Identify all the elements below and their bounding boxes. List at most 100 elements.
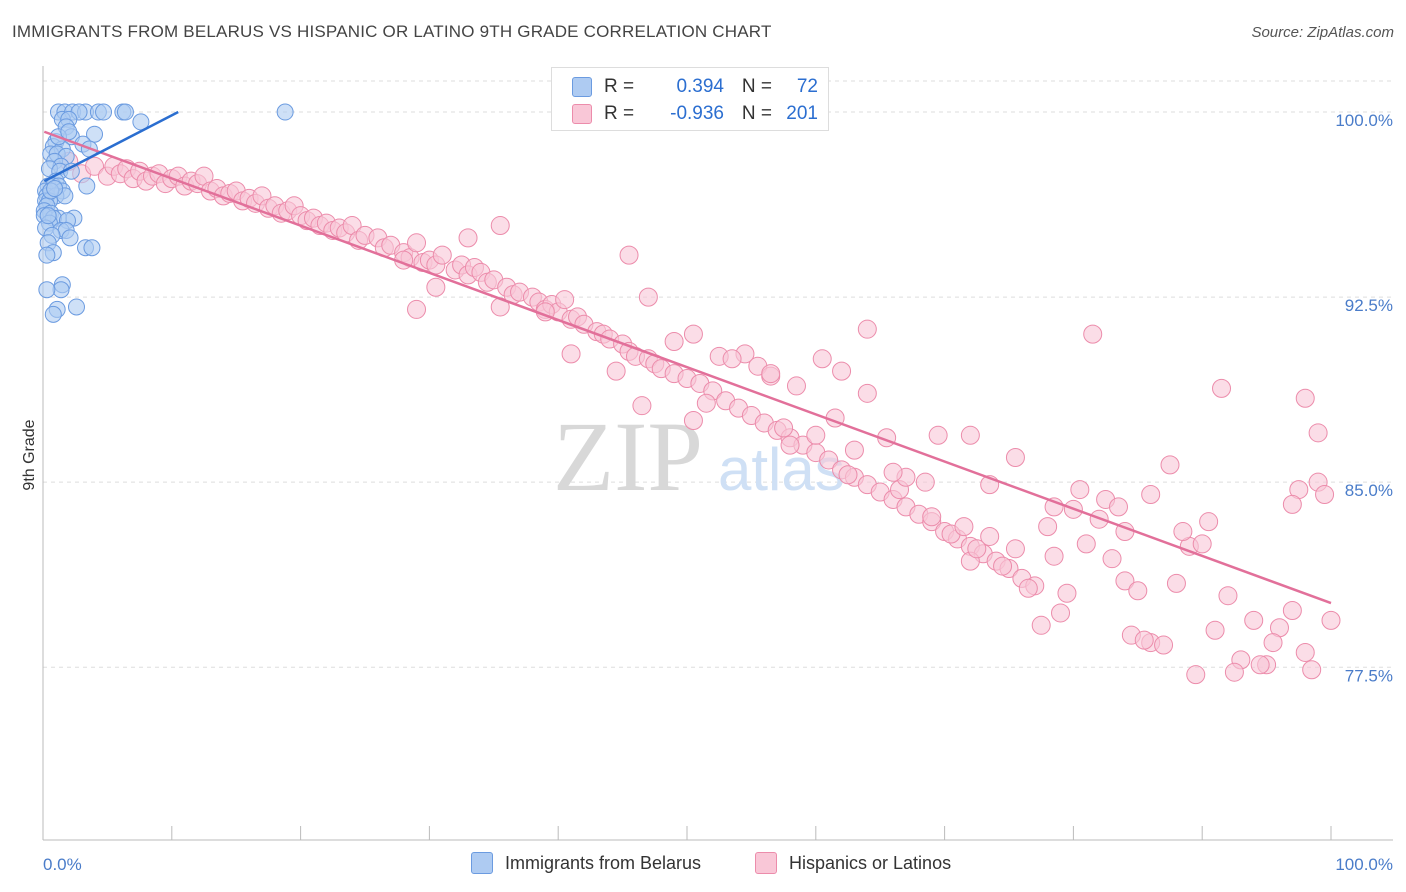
y-tick-label: 92.5%	[1345, 296, 1393, 315]
data-point-hispanics	[664, 332, 684, 352]
series-legend: Immigrants from Belarus Hispanics or Lat…	[0, 852, 1406, 878]
r-value: 0.394	[676, 76, 724, 97]
watermark-zip: ZIP	[553, 401, 703, 512]
data-point-hispanics	[1321, 610, 1341, 630]
data-point-hispanics	[1295, 642, 1315, 662]
data-point-hispanics	[1263, 633, 1283, 653]
data-point-hispanics	[960, 425, 980, 445]
data-point-hispanics	[806, 425, 826, 445]
data-point-hispanics	[1199, 512, 1219, 532]
n-value: 72	[796, 76, 818, 97]
hispanics-legend-swatch	[755, 852, 777, 874]
data-point-hispanics	[1128, 581, 1148, 601]
data-point-hispanics	[915, 472, 935, 492]
series-hispanics-points	[59, 151, 1341, 685]
data-point-hispanics	[1038, 517, 1058, 537]
data-point-hispanics	[426, 277, 446, 297]
legend-item-belarus[interactable]: Immigrants from Belarus	[471, 852, 701, 874]
r-value: -0.936	[670, 103, 724, 124]
x-tick-label-end: 100.0%	[1335, 855, 1393, 874]
stats-row-hispanics: R = -0.936 N = 201	[572, 101, 818, 127]
data-point-hispanics	[1192, 534, 1212, 554]
belarus-swatch	[572, 77, 592, 97]
data-point-belarus	[38, 246, 56, 264]
data-point-hispanics	[1115, 571, 1135, 591]
data-point-hispanics	[1031, 615, 1051, 635]
data-point-hispanics	[407, 233, 427, 253]
data-point-belarus	[52, 281, 70, 299]
data-point-hispanics	[780, 435, 800, 455]
data-point-hispanics	[696, 393, 716, 413]
data-point-hispanics	[1302, 660, 1322, 680]
data-point-hispanics	[1282, 601, 1302, 620]
data-point-hispanics	[993, 556, 1013, 576]
data-point-hispanics	[1244, 610, 1264, 630]
data-point-hispanics	[857, 319, 877, 339]
data-point-hispanics	[1154, 635, 1174, 655]
data-point-hispanics	[857, 383, 877, 403]
data-point-hispanics	[844, 440, 864, 460]
trend-line-belarus	[43, 110, 179, 183]
trend-line-hispanics	[43, 130, 1332, 605]
data-point-hispanics	[432, 245, 452, 265]
data-point-hispanics	[883, 462, 903, 482]
data-point-hispanics	[1134, 630, 1154, 650]
data-point-hispanics	[1005, 448, 1025, 467]
data-point-hispanics	[683, 324, 703, 344]
data-point-hispanics	[407, 299, 427, 319]
n-label: N =	[741, 76, 772, 97]
data-point-hispanics	[85, 156, 105, 176]
series-belarus-points	[35, 103, 294, 323]
data-point-hispanics	[1173, 522, 1193, 542]
data-point-hispanics	[1141, 485, 1161, 505]
data-point-belarus	[38, 281, 56, 299]
data-point-hispanics	[458, 228, 478, 248]
data-point-hispanics	[1160, 455, 1180, 475]
data-point-hispanics	[683, 410, 703, 430]
data-point-hispanics	[1166, 573, 1186, 593]
data-point-hispanics	[1083, 324, 1103, 344]
belarus-legend-swatch	[471, 852, 493, 874]
trend-lines	[43, 110, 1332, 605]
data-point-belarus	[86, 125, 104, 143]
hispanics-swatch	[572, 104, 592, 124]
data-point-hispanics	[1315, 485, 1335, 505]
data-point-hispanics	[812, 349, 832, 369]
legend-item-hispanics[interactable]: Hispanics or Latinos	[755, 852, 951, 874]
data-point-hispanics	[1044, 546, 1064, 566]
data-point-hispanics	[786, 376, 806, 396]
data-point-hispanics	[1205, 620, 1225, 640]
data-point-hispanics	[1250, 655, 1270, 675]
data-point-hispanics	[954, 517, 974, 537]
data-point-hispanics	[606, 361, 626, 381]
data-point-hispanics	[1212, 378, 1232, 398]
data-point-hispanics	[638, 287, 658, 307]
data-point-hispanics	[1308, 423, 1328, 443]
data-point-hispanics	[722, 349, 742, 369]
data-point-belarus	[44, 305, 62, 323]
data-point-hispanics	[761, 364, 781, 384]
data-point-hispanics	[561, 344, 581, 364]
r-label: R =	[604, 76, 635, 97]
data-point-hispanics	[1051, 603, 1071, 623]
watermark: ZIP atlas	[553, 401, 845, 512]
gridlines	[43, 80, 1393, 668]
data-point-hispanics	[1005, 539, 1025, 559]
source-label: Source: ZipAtlas.com	[1251, 24, 1394, 41]
data-point-hispanics	[490, 216, 510, 236]
y-axis-label: 9th Grade	[21, 419, 38, 490]
data-point-hispanics	[632, 396, 652, 416]
data-point-belarus	[46, 180, 64, 198]
data-point-belarus	[61, 229, 79, 247]
data-point-hispanics	[928, 425, 948, 445]
data-point-hispanics	[1018, 578, 1038, 598]
data-point-hispanics	[1070, 480, 1090, 500]
data-point-hispanics	[980, 526, 1000, 546]
data-point-hispanics	[1102, 549, 1122, 569]
data-point-belarus	[39, 207, 57, 225]
data-point-hispanics	[1282, 494, 1302, 514]
data-point-hispanics	[832, 361, 852, 381]
y-tick-label: 100.0%	[1335, 111, 1393, 130]
data-point-hispanics	[1295, 388, 1315, 408]
